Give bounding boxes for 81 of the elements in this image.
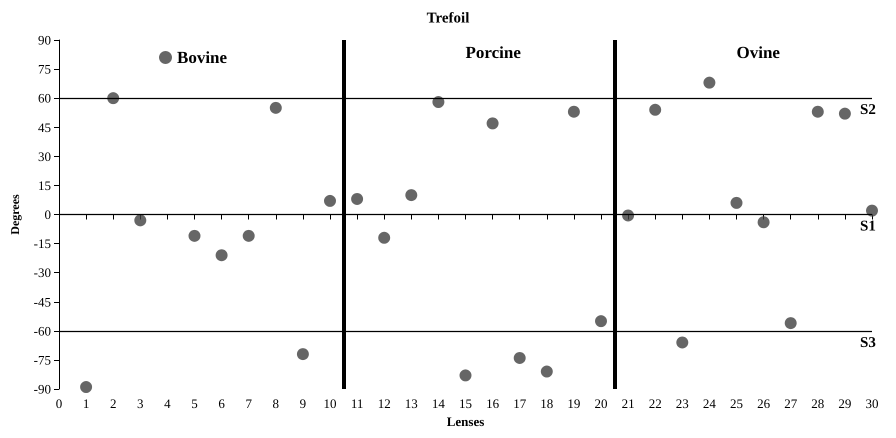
x-tick-label: 19 xyxy=(567,396,580,411)
point xyxy=(270,102,282,114)
x-tick-label: 16 xyxy=(486,396,500,411)
x-tick-label: 12 xyxy=(378,396,391,411)
point xyxy=(351,192,364,205)
x-tick-label: 10 xyxy=(324,396,336,411)
x-tick-label: 25 xyxy=(730,396,743,411)
point xyxy=(812,106,824,118)
x-tick-label: 11 xyxy=(350,396,364,411)
x-tick-label: 29 xyxy=(838,396,852,411)
point xyxy=(432,96,444,108)
x-tick-label: 24 xyxy=(702,396,716,411)
ref-line-label: S1 xyxy=(860,218,876,234)
y-axis-title: Degrees xyxy=(8,194,22,235)
point xyxy=(758,216,770,228)
point xyxy=(568,106,580,118)
point xyxy=(676,336,688,348)
point xyxy=(730,196,742,209)
y-tick-label: 45 xyxy=(38,120,51,135)
point xyxy=(134,214,146,226)
point xyxy=(460,369,472,382)
y-tick-label: -15 xyxy=(34,236,51,252)
x-tick-label: 15 xyxy=(459,396,472,411)
point xyxy=(486,117,499,130)
x-tick-label: 14 xyxy=(432,396,446,411)
point xyxy=(216,249,228,262)
point xyxy=(595,315,607,328)
y-tick-label: 0 xyxy=(44,207,51,222)
x-tick-label: 20 xyxy=(594,396,608,411)
point xyxy=(188,230,200,242)
y-tick-label: 15 xyxy=(38,178,51,193)
y-tick-label: 60 xyxy=(38,90,51,106)
point xyxy=(703,76,716,89)
point xyxy=(649,104,662,116)
x-tick-label: 2 xyxy=(110,396,116,411)
x-tick-label: 27 xyxy=(784,396,798,411)
y-tick-label: 90 xyxy=(38,32,51,48)
x-tick-label: 1 xyxy=(82,396,90,411)
point xyxy=(405,189,418,202)
x-tick-label: 0 xyxy=(56,396,62,411)
x-axis-title: Lenses xyxy=(446,414,484,429)
y-tick-label: -75 xyxy=(34,352,51,368)
x-tick-label: 8 xyxy=(272,396,280,411)
x-tick-label: 21 xyxy=(622,396,635,411)
x-tick-label: 3 xyxy=(137,396,144,411)
annotation: Ovine xyxy=(736,43,780,62)
point xyxy=(80,381,92,394)
x-tick-label: 6 xyxy=(218,396,226,411)
y-tick-label: 75 xyxy=(38,62,51,77)
x-tick-label: 5 xyxy=(191,396,198,411)
x-tick-label: 28 xyxy=(811,396,824,411)
ref-line-label: S2 xyxy=(860,102,876,118)
x-tick-label: 18 xyxy=(540,396,554,411)
x-tick-label: 13 xyxy=(404,396,418,411)
x-tick-label: 9 xyxy=(300,396,306,411)
x-tick-label: 30 xyxy=(866,396,878,411)
point xyxy=(622,209,634,222)
chart-title: Trefoil xyxy=(426,10,470,26)
point xyxy=(866,204,878,217)
y-tick-label: -90 xyxy=(34,382,51,396)
y-tick-label: 30 xyxy=(38,148,51,164)
annotation: Porcine xyxy=(465,43,522,62)
point xyxy=(242,230,255,242)
y-tick-label: -60 xyxy=(34,323,51,338)
point xyxy=(378,232,390,244)
point xyxy=(838,108,851,120)
x-tick-label: 4 xyxy=(164,396,172,411)
point xyxy=(784,317,797,330)
x-tick-label: 22 xyxy=(648,396,662,411)
y-tick-label: -45 xyxy=(34,294,51,310)
x-tick-label: 26 xyxy=(757,396,771,411)
x-tick-label: 7 xyxy=(245,396,252,411)
y-tick-label: -30 xyxy=(34,265,51,280)
point xyxy=(540,366,553,378)
legend-label: Bovine xyxy=(177,48,228,67)
x-tick-label: 23 xyxy=(676,396,689,411)
point xyxy=(296,348,309,360)
point xyxy=(514,352,526,364)
x-tick-label: 17 xyxy=(513,396,527,411)
ref-line-label: S3 xyxy=(860,334,876,351)
point xyxy=(324,194,336,207)
